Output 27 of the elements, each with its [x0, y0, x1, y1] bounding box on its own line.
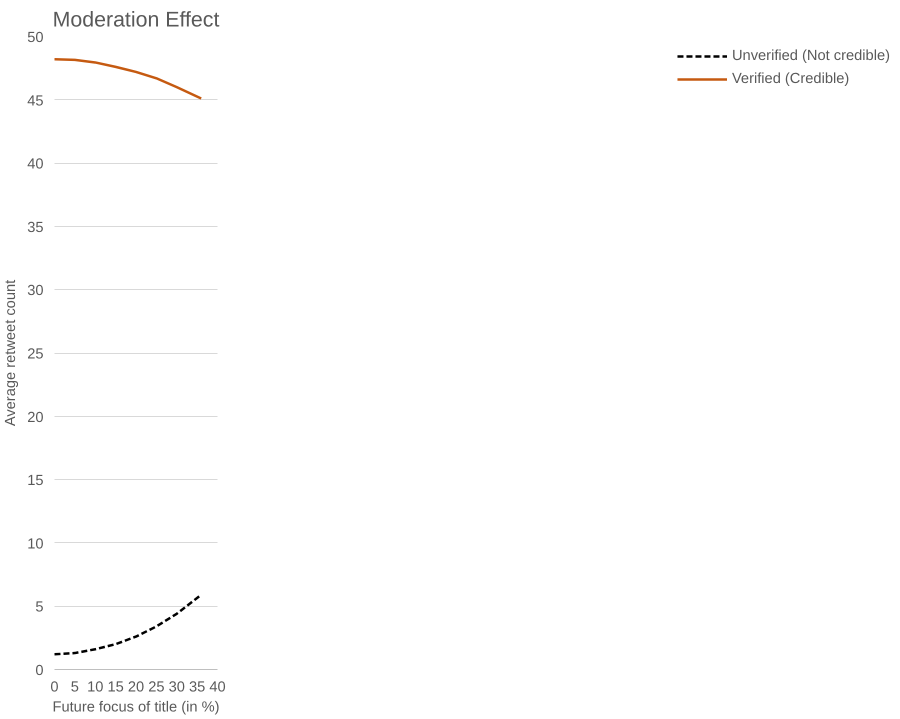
- x-tick-label: 10: [87, 680, 104, 696]
- x-axis-title: Future focus of title (in %): [52, 700, 220, 716]
- chart-title: Moderation Effect: [52, 8, 220, 32]
- x-tick-label: 35: [188, 680, 206, 696]
- y-tick-label: 15: [27, 473, 44, 490]
- x-tick-label: 5: [70, 680, 79, 696]
- y-tick-label: 25: [27, 346, 44, 362]
- x-tick-label: 30: [168, 680, 185, 696]
- y-tick-label: 40: [27, 156, 44, 173]
- x-tick-label: 15: [107, 680, 124, 696]
- y-tick-label: 45: [27, 93, 44, 110]
- y-tick-label: 35: [27, 220, 44, 236]
- legend-label: Unverified (Not credible): [732, 48, 890, 64]
- x-tick-label: 40: [209, 680, 226, 696]
- y-tick-label: 50: [27, 30, 44, 46]
- x-tick-label: 0: [50, 680, 59, 696]
- y-tick-label: 5: [35, 600, 44, 616]
- line-series: [54, 594, 202, 656]
- line-series: [54, 58, 202, 100]
- legend-label: Verified (Credible): [732, 71, 850, 87]
- y-tick-label: 20: [27, 410, 44, 426]
- x-tick-label: 25: [148, 680, 165, 696]
- y-tick-label: 0: [35, 663, 44, 679]
- y-tick-label: 10: [27, 536, 44, 552]
- y-tick-label: 30: [27, 283, 44, 300]
- x-tick-label: 20: [128, 680, 144, 696]
- y-axis-title: Average retweet count: [3, 280, 20, 426]
